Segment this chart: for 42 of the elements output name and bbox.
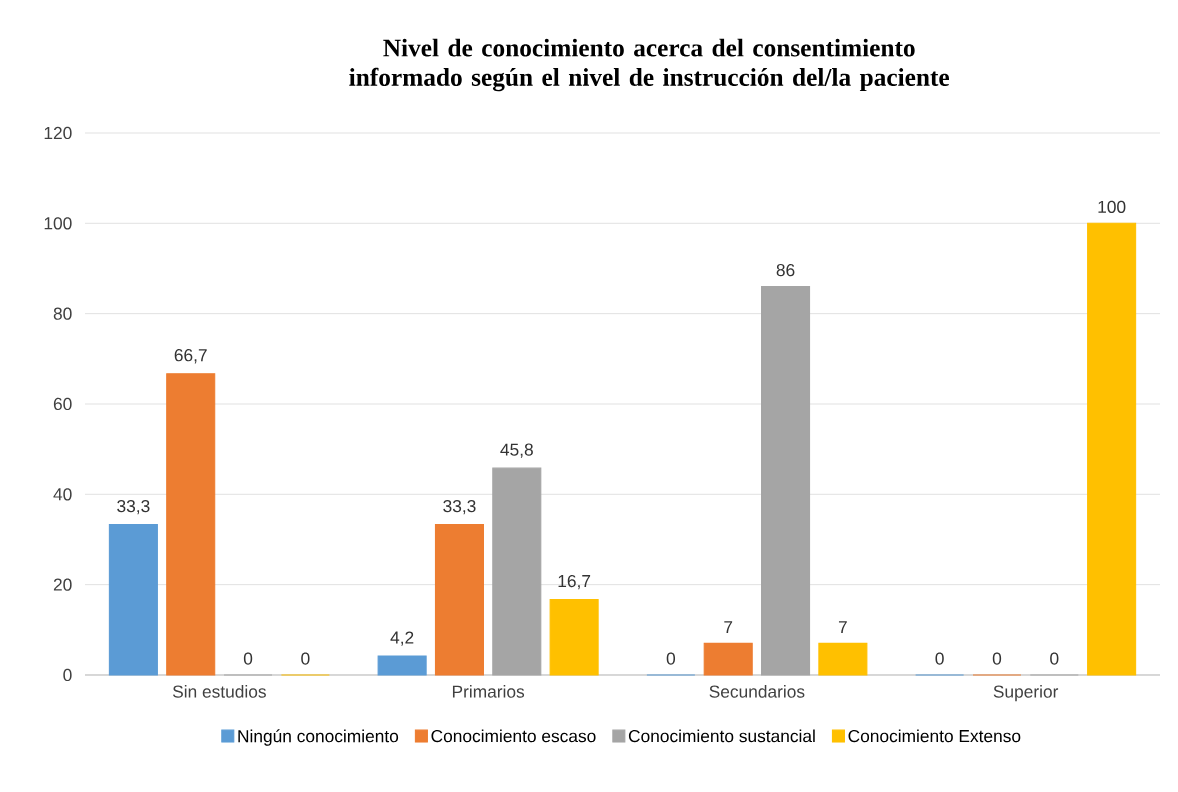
data-label: 16,7 xyxy=(558,574,591,590)
data-label: 66,7 xyxy=(174,349,207,364)
data-label: 45,8 xyxy=(500,443,533,458)
bar xyxy=(549,599,599,676)
legend-label: Conocimiento escaso xyxy=(431,729,596,743)
y-tick-label: 100 xyxy=(44,217,72,230)
legend-label: Conocimiento Extenso xyxy=(848,729,1021,743)
y-tick-label: 0 xyxy=(63,668,72,682)
data-label: 0 xyxy=(1050,652,1059,665)
bar xyxy=(108,524,158,676)
bar xyxy=(492,467,542,676)
bar xyxy=(761,286,811,676)
legend-label: Ningún conocimiento xyxy=(238,729,399,746)
y-tick-label: 20 xyxy=(53,578,72,591)
y-tick-label: 40 xyxy=(53,488,72,501)
x-tick-label: Secundarios xyxy=(709,685,805,698)
bar xyxy=(703,642,753,676)
data-label: 100 xyxy=(1098,200,1126,214)
data-label: 0 xyxy=(301,652,310,665)
data-label: 0 xyxy=(992,652,1002,665)
y-tick-label: 60 xyxy=(53,397,72,411)
bar xyxy=(166,373,216,676)
bar xyxy=(434,524,484,676)
x-tick-label: Primarios xyxy=(452,685,525,698)
y-tick-label: 120 xyxy=(44,126,72,140)
data-label: 86 xyxy=(776,263,795,277)
data-label: 7 xyxy=(838,621,847,634)
x-tick-label: Sin estudios xyxy=(172,685,266,698)
data-label: 4,2 xyxy=(390,631,414,646)
x-tick-label: Superior xyxy=(993,685,1059,702)
bar xyxy=(377,655,427,676)
data-label: 0 xyxy=(935,652,944,665)
data-label: 33,3 xyxy=(117,499,150,515)
chart-title: Nivel de conocimiento acerca del consentimiento informado según el nivel de instrucción del/la paciente xyxy=(349,38,950,92)
data-label: 0 xyxy=(243,652,253,665)
data-label: 7 xyxy=(724,621,733,634)
data-label: 33,3 xyxy=(443,499,476,515)
bar xyxy=(818,642,868,676)
legend-label: Conocimiento sustancial xyxy=(628,729,815,743)
y-tick-label: 80 xyxy=(53,307,72,320)
bar xyxy=(1087,222,1137,676)
data-label: 0 xyxy=(666,652,676,665)
